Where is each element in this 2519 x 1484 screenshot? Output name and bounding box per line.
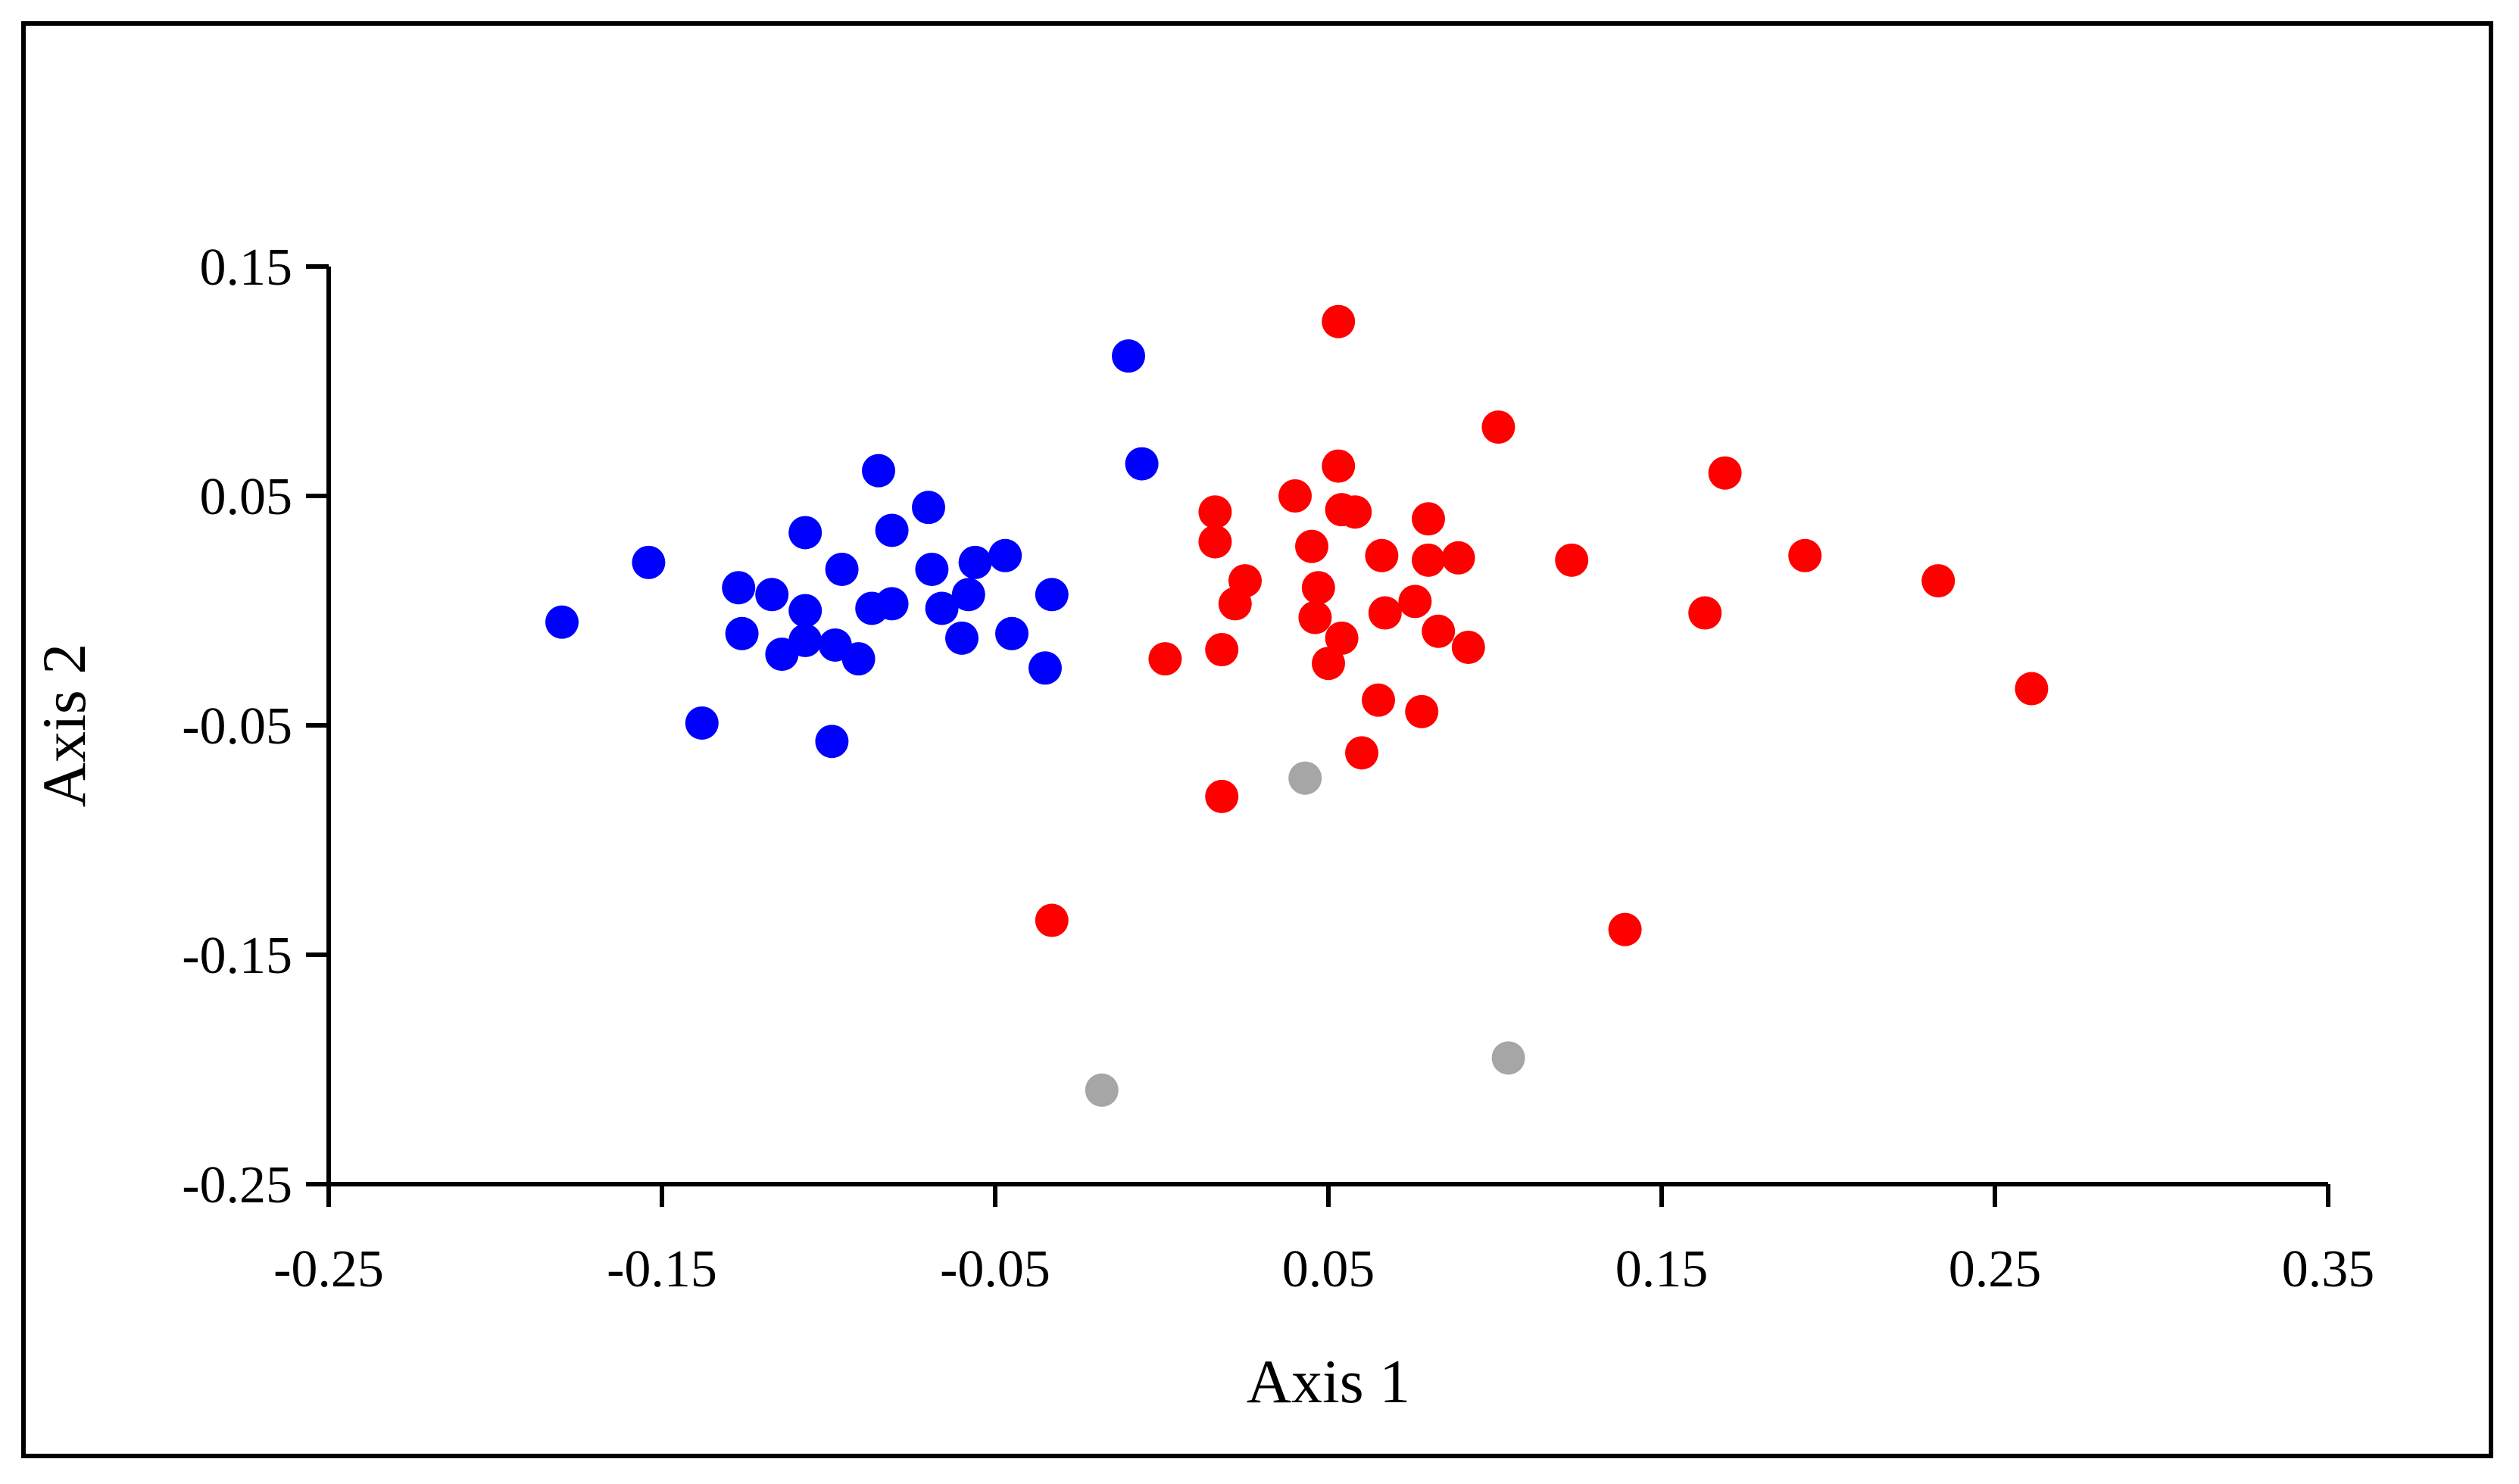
y-tick-label: 0.15 <box>200 238 293 297</box>
data-point-gray-group <box>1085 1073 1119 1107</box>
data-point-blue-group <box>875 513 909 547</box>
data-point-blue-group <box>685 706 719 740</box>
data-point-blue-group <box>815 725 849 759</box>
data-point-red-group <box>1481 410 1515 444</box>
data-point-red-group <box>1278 479 1312 513</box>
data-point-red-group <box>2015 672 2049 706</box>
data-point-red-group <box>1322 304 1356 338</box>
data-point-blue-group <box>755 578 789 612</box>
data-point-red-group <box>1921 564 1956 598</box>
data-point-red-group <box>1198 525 1232 559</box>
data-point-red-group <box>1301 571 1335 605</box>
data-point-red-group <box>1295 529 1328 563</box>
data-point-red-group <box>1708 456 1742 490</box>
data-point-blue-group <box>722 571 756 605</box>
data-point-blue-group <box>951 578 985 612</box>
data-point-blue-group <box>788 623 822 657</box>
data-point-red-group <box>1198 495 1232 529</box>
x-axis-label: Axis 1 <box>1247 1347 1410 1416</box>
data-point-blue-group <box>995 616 1029 650</box>
tick-labels: -0.25 -0.15 -0.05 0.05 0.15 0.25 0.35 0.15 0.05 -… <box>182 238 2374 1298</box>
data-point-red-group <box>1451 630 1485 664</box>
data-points <box>545 304 2049 1107</box>
x-tick-label: 0.35 <box>2282 1240 2375 1298</box>
y-axis-label: Axis 2 <box>30 644 98 807</box>
figure-border <box>21 21 2493 1458</box>
data-point-red-group <box>1205 633 1239 667</box>
data-point-red-group <box>1322 449 1356 483</box>
x-tick-label: 0.05 <box>1282 1240 1375 1298</box>
data-point-red-group <box>1148 642 1182 676</box>
data-point-blue-group <box>788 516 822 550</box>
data-point-red-group <box>1035 903 1069 937</box>
data-point-red-group <box>1422 614 1456 648</box>
data-point-blue-group <box>788 594 822 628</box>
data-point-blue-group <box>945 621 979 655</box>
data-point-gray-group <box>1491 1041 1525 1075</box>
data-point-blue-group <box>825 552 859 586</box>
data-point-blue-group <box>862 454 895 488</box>
tick-marks <box>306 264 2330 1207</box>
y-tick-label: 0.05 <box>200 468 293 526</box>
data-point-blue-group <box>841 642 876 676</box>
data-point-red-group <box>1345 736 1378 770</box>
data-point-red-group <box>1788 538 1822 572</box>
data-point-red-group <box>1412 502 1445 536</box>
data-point-gray-group <box>1288 761 1322 795</box>
x-tick-label: 0.25 <box>1949 1240 2042 1298</box>
data-point-blue-group <box>1035 578 1069 612</box>
data-point-blue-group <box>958 545 992 579</box>
data-point-blue-group <box>912 491 945 525</box>
data-point-blue-group <box>988 538 1022 572</box>
data-point-red-group <box>1298 600 1332 634</box>
data-point-red-group <box>1338 495 1372 529</box>
data-point-red-group <box>1205 779 1239 813</box>
y-tick-label: -0.25 <box>182 1156 292 1214</box>
data-point-red-group <box>1608 912 1642 946</box>
x-tick-label: -0.25 <box>273 1240 384 1298</box>
x-tick-label: -0.15 <box>607 1240 717 1298</box>
data-point-red-group <box>1228 564 1262 598</box>
data-point-red-group <box>1555 543 1589 577</box>
y-tick-label: -0.15 <box>182 927 292 985</box>
data-point-red-group <box>1688 596 1722 630</box>
data-point-red-group <box>1405 694 1439 728</box>
data-point-blue-group <box>925 591 959 625</box>
data-point-blue-group <box>1125 447 1159 481</box>
data-point-blue-group <box>632 545 666 579</box>
x-tick-label: 0.15 <box>1615 1240 1709 1298</box>
data-point-blue-group <box>915 552 949 586</box>
x-tick-label: -0.05 <box>940 1240 1050 1298</box>
data-point-blue-group <box>1029 651 1062 685</box>
data-point-red-group <box>1312 647 1345 681</box>
data-point-red-group <box>1398 585 1432 619</box>
data-point-red-group <box>1365 538 1399 572</box>
y-tick-label: -0.05 <box>182 697 292 756</box>
data-point-red-group <box>1362 683 1395 717</box>
axes <box>326 267 2328 1186</box>
data-point-red-group <box>1412 543 1445 577</box>
data-point-blue-group <box>725 616 759 650</box>
data-point-red-group <box>1325 621 1359 655</box>
data-point-blue-group <box>1112 339 1145 373</box>
data-point-blue-group <box>545 605 579 639</box>
data-point-red-group <box>1441 541 1475 575</box>
data-point-red-group <box>1368 596 1402 630</box>
data-point-blue-group <box>875 587 909 621</box>
